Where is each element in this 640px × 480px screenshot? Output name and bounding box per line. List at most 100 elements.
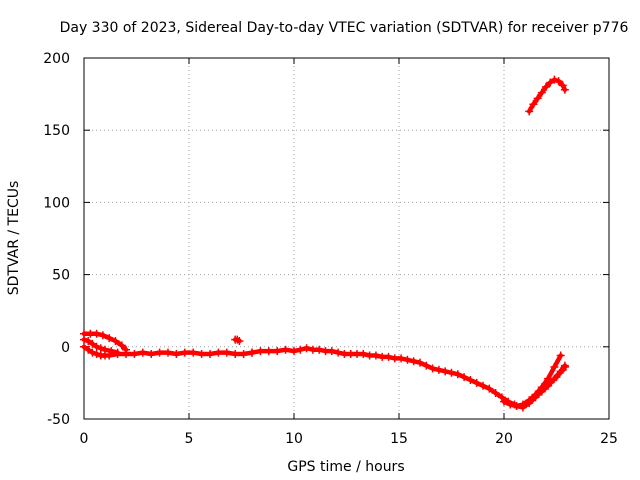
data-point	[485, 384, 494, 393]
data-point	[371, 351, 380, 360]
axis-ticks	[83, 57, 610, 420]
data-point	[164, 348, 172, 357]
data-point	[197, 350, 206, 359]
data-point	[497, 393, 506, 402]
y-axis-label: SDTVAR / TECUs	[6, 181, 22, 296]
x-tick-labels: 0 5 10 15 20 25	[80, 431, 618, 447]
data-point	[460, 373, 469, 382]
data-point	[235, 337, 244, 346]
data-point	[84, 345, 93, 354]
data-point	[96, 351, 105, 360]
data-point	[527, 396, 536, 405]
data-point	[558, 81, 567, 90]
y-tick-label: 150	[43, 123, 70, 139]
data-point	[130, 350, 139, 359]
data-point	[554, 77, 563, 86]
data-point	[88, 348, 97, 357]
data-point	[422, 361, 431, 370]
data-point	[273, 347, 282, 356]
data-point	[96, 344, 105, 353]
data-point	[84, 337, 93, 346]
data-point	[479, 381, 487, 390]
data-point	[533, 94, 542, 103]
data-point	[533, 390, 542, 399]
data-point	[384, 352, 393, 361]
data-point	[281, 345, 290, 354]
x-tick-label: 0	[80, 431, 89, 447]
series-line	[522, 364, 568, 407]
data-point	[537, 88, 546, 97]
data-point	[397, 354, 406, 363]
data-point	[525, 107, 534, 116]
data-point	[80, 342, 88, 351]
x-tick-label: 20	[495, 431, 513, 447]
data-point	[189, 348, 198, 357]
data-point	[98, 331, 107, 340]
data-point	[239, 350, 248, 359]
data-point	[428, 364, 437, 373]
data-point	[290, 347, 298, 356]
data-point	[147, 350, 156, 359]
data-point	[172, 350, 181, 359]
y-tick-label: -50	[47, 412, 70, 428]
data-point	[466, 376, 475, 385]
data-point	[552, 373, 561, 382]
data-point	[409, 357, 418, 366]
plot-frame	[83, 57, 610, 420]
data-point	[327, 347, 336, 356]
data-point	[256, 347, 265, 356]
data-point	[113, 350, 122, 359]
data-point	[296, 345, 305, 354]
data-point	[556, 351, 565, 360]
x-tick-label: 10	[285, 431, 303, 447]
data-point	[560, 85, 569, 94]
data-point	[542, 82, 550, 91]
data-point	[105, 351, 114, 360]
data-point	[111, 337, 120, 346]
data-point	[491, 389, 500, 398]
data-point	[560, 363, 569, 372]
data-point	[117, 341, 126, 350]
data-point	[248, 348, 256, 357]
data-point	[550, 75, 559, 84]
x-axis-label: GPS time / hours	[287, 459, 404, 475]
y-tick-label: 200	[43, 51, 70, 67]
y-tick-labels: -50 0 50 100 150 200	[43, 51, 70, 428]
data-point	[180, 348, 189, 357]
data-point	[334, 348, 343, 357]
chart-title: Day 330 of 2023, Sidereal Day-to-day VTE…	[60, 20, 629, 36]
data-point	[222, 348, 231, 357]
x-tick-label: 5	[185, 431, 194, 447]
data-point	[546, 378, 555, 387]
series-arc-morning	[96, 348, 256, 360]
data-point	[231, 350, 240, 359]
data-point	[453, 370, 462, 379]
data-point	[359, 350, 368, 359]
series-line	[526, 77, 568, 114]
data-point	[214, 348, 223, 357]
data-point	[447, 368, 456, 377]
data-point	[155, 348, 164, 357]
data-point	[500, 397, 508, 406]
data-point	[92, 342, 101, 351]
series-arc-afternoon	[346, 350, 519, 409]
data-point	[441, 367, 450, 376]
data-point	[434, 365, 443, 374]
data-point	[529, 100, 538, 109]
data-point	[472, 378, 481, 387]
data-point	[138, 348, 147, 357]
data-point	[264, 347, 273, 356]
x-tick-label: 25	[600, 431, 618, 447]
data-point	[122, 350, 130, 359]
data-point	[512, 402, 521, 411]
data-point	[546, 78, 555, 87]
data-point	[105, 334, 114, 343]
series-line	[348, 351, 517, 407]
y-tick-label: 100	[43, 195, 70, 211]
series-arc-7h	[231, 335, 244, 346]
data-point	[539, 384, 548, 393]
series-arc-high	[525, 75, 569, 116]
data-point	[80, 335, 88, 344]
series-arc-late-c	[521, 363, 569, 409]
